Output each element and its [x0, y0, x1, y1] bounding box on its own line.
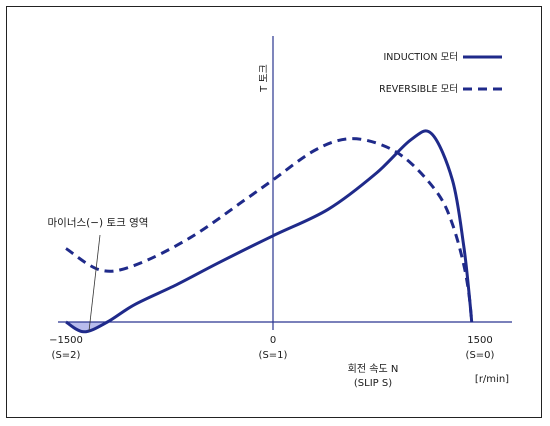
legend-label-1: REVERSIBLE 모터 — [379, 84, 458, 95]
x-tick-label-2: 1500 — [467, 335, 492, 346]
y-axis-label: T 토크 — [259, 64, 270, 93]
chart-frame — [6, 6, 542, 418]
x-axis-label: 회전 속도 N — [348, 363, 399, 375]
annotation-leader — [88, 234, 101, 332]
x-axis-unit: [r/min] — [475, 374, 509, 385]
x-tick-sublabel-0: (S=2) — [52, 350, 81, 361]
annotation-negative-torque: 마이너스(−) 토크 영역 — [48, 217, 149, 229]
series-line-reversible — [65, 137, 474, 323]
x-tick-sublabel-1: (S=1) — [259, 350, 288, 361]
x-tick-sublabel-2: (S=0) — [466, 350, 495, 361]
x-tick-label-1: 0 — [270, 335, 276, 346]
x-tick-label-0: −1500 — [49, 335, 83, 346]
series-line-induction — [65, 129, 474, 334]
legend-label-0: INDUCTION 모터 — [384, 52, 459, 63]
negative-torque-region — [66, 322, 108, 332]
x-axis-sublabel: (SLIP S) — [354, 378, 392, 389]
